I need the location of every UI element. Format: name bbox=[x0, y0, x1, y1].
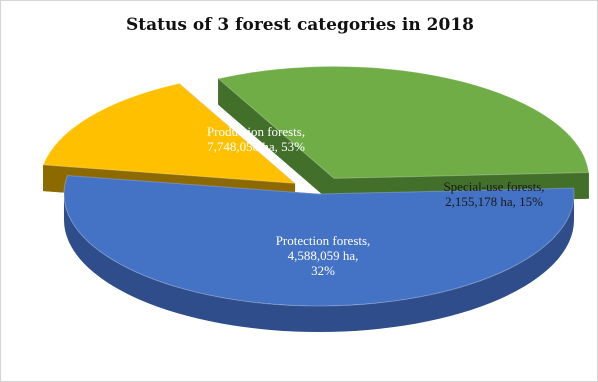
data-label-line: 7,748,058 ha, 53% bbox=[207, 139, 305, 154]
data-label-line: 2,155,178 ha, 15% bbox=[445, 194, 543, 209]
data-label-special-use-forests: Special-use forests, 2,155,178 ha, 15% bbox=[443, 179, 544, 209]
data-label-line: 4,588,059 ha, bbox=[288, 248, 359, 263]
slice-production-forests bbox=[63, 175, 575, 332]
slice-top-production-forests bbox=[63, 175, 575, 307]
chart-title: Status of 3 forest categories in 2018 bbox=[126, 15, 474, 35]
data-label-line: Protection forests, bbox=[276, 233, 371, 248]
slice-top-special-use-forests bbox=[42, 83, 297, 184]
slice-top-protection-forests bbox=[217, 65, 590, 179]
data-label-line: Special-use forests, bbox=[443, 179, 544, 194]
data-label-production-forests: Production forests, 7,748,058 ha, 53% bbox=[207, 124, 305, 154]
data-label-line: Production forests, bbox=[207, 124, 305, 139]
data-label-protection-forests: Protection forests, 4,588,059 ha, 32% bbox=[276, 233, 371, 278]
slice-side-production-forests bbox=[64, 194, 574, 332]
data-label-line: 32% bbox=[311, 263, 335, 278]
